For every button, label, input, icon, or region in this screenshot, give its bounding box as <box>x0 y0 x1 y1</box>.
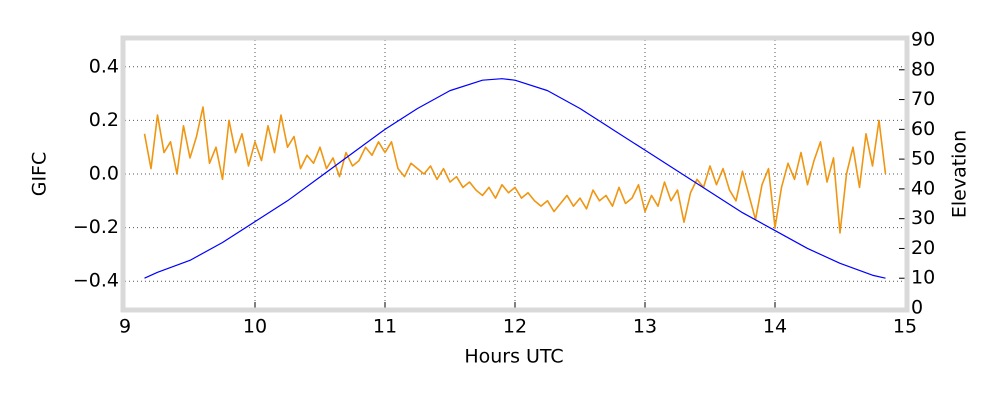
x-tick-label: 14 <box>763 316 787 338</box>
y2-tick-label: 0 <box>911 297 923 319</box>
x-tick-label: 13 <box>633 316 657 338</box>
y2-tick-label: 10 <box>911 267 935 289</box>
x-tick-label: 15 <box>893 316 917 338</box>
y2-tick-label: 90 <box>911 29 935 51</box>
x-tick-label: 10 <box>243 316 267 338</box>
y2-axis-label: Elevation <box>949 130 971 218</box>
x-tick-label: 11 <box>373 316 397 338</box>
y2-tick-label: 80 <box>911 58 935 80</box>
y2-tick-label: 20 <box>911 237 935 259</box>
y2-tick-label: 30 <box>911 207 935 229</box>
x-axis-label: Hours UTC <box>464 346 563 368</box>
y-tick-label: 0.2 <box>89 109 119 131</box>
y-tick-label: −0.4 <box>73 270 119 292</box>
data-line <box>143 106 887 234</box>
data-line <box>144 78 886 279</box>
y2-tick-label: 60 <box>911 118 935 140</box>
y-axis-label: GIFC <box>29 152 51 197</box>
y-tick-label: 0.0 <box>89 163 119 185</box>
y2-tick-label: 70 <box>911 88 935 110</box>
x-tick-label: 12 <box>503 316 527 338</box>
y-tick-label: −0.2 <box>73 216 119 238</box>
plot-frame <box>120 35 910 313</box>
x-tick-label: 9 <box>119 316 131 338</box>
y2-tick-label: 50 <box>911 148 935 170</box>
y2-tick-label: 40 <box>911 177 935 199</box>
y-tick-label: 0.4 <box>89 55 119 77</box>
